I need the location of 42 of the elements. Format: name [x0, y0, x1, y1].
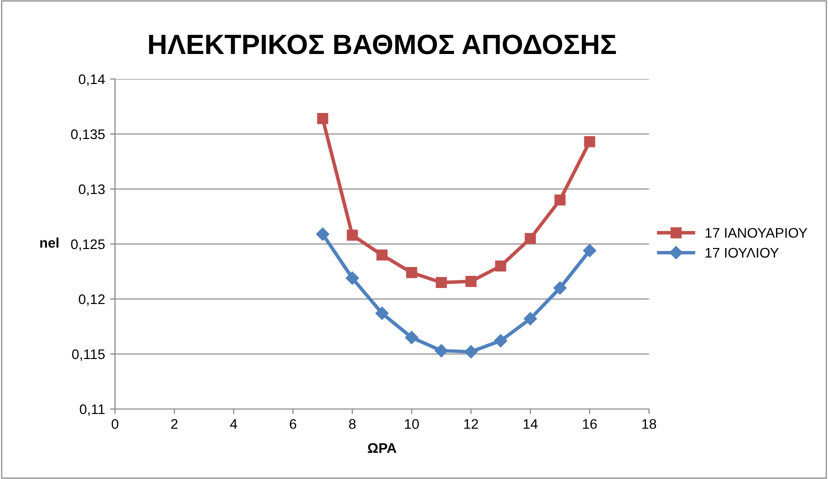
point — [584, 136, 596, 148]
x-tick-label: 0 — [112, 419, 118, 429]
point — [436, 276, 447, 288]
x-tick-label: 4 — [230, 419, 238, 429]
point — [553, 281, 567, 295]
y-tick-label: 0,12 — [78, 294, 105, 306]
point — [524, 312, 537, 326]
x-tick-label: 10 — [405, 419, 419, 429]
x-axis-title: ΩΡΑ — [368, 443, 396, 453]
x-tick-label: 2 — [171, 419, 178, 429]
point — [375, 306, 389, 320]
point — [524, 232, 536, 244]
point — [494, 334, 508, 348]
y-tick-label: 0,11 — [80, 404, 105, 416]
point — [405, 330, 418, 344]
x-tick-label: 14 — [524, 419, 538, 429]
point — [406, 267, 418, 278]
point — [465, 276, 477, 287]
x-tick-label: 6 — [290, 419, 296, 429]
y-tick-label: 0,13 — [78, 184, 105, 196]
point — [434, 344, 448, 358]
point — [583, 244, 596, 258]
legend-label: 17 ΙΑΝΟΥΑΡΙΟΥ — [706, 228, 808, 238]
point — [464, 345, 478, 358]
chart-title: ΗΛΕΚΤΡΙΚΟΣ ΒΑΘΜΟΣ ΑΠΟΔΟΣΗΣ — [149, 34, 616, 54]
y-tick-label: 0,135 — [71, 129, 105, 141]
point — [554, 194, 566, 206]
point — [346, 230, 358, 241]
x-tick-label: 8 — [349, 419, 356, 429]
x-tick-label: 16 — [583, 419, 597, 429]
point — [317, 113, 328, 124]
point — [316, 228, 330, 241]
y-tick-label: 0,14 — [78, 74, 105, 86]
legend-label: 17 ΙΟΥΛΙΟΥ — [706, 248, 779, 258]
point — [346, 272, 359, 285]
point — [376, 249, 388, 261]
y-axis-title: nel — [40, 238, 58, 248]
x-tick-label: 12 — [464, 419, 478, 429]
point — [495, 260, 506, 272]
x-tick-label: 18 — [642, 419, 656, 429]
y-tick-label: 0,125 — [71, 239, 105, 251]
y-tick-label: 0,115 — [72, 349, 105, 361]
